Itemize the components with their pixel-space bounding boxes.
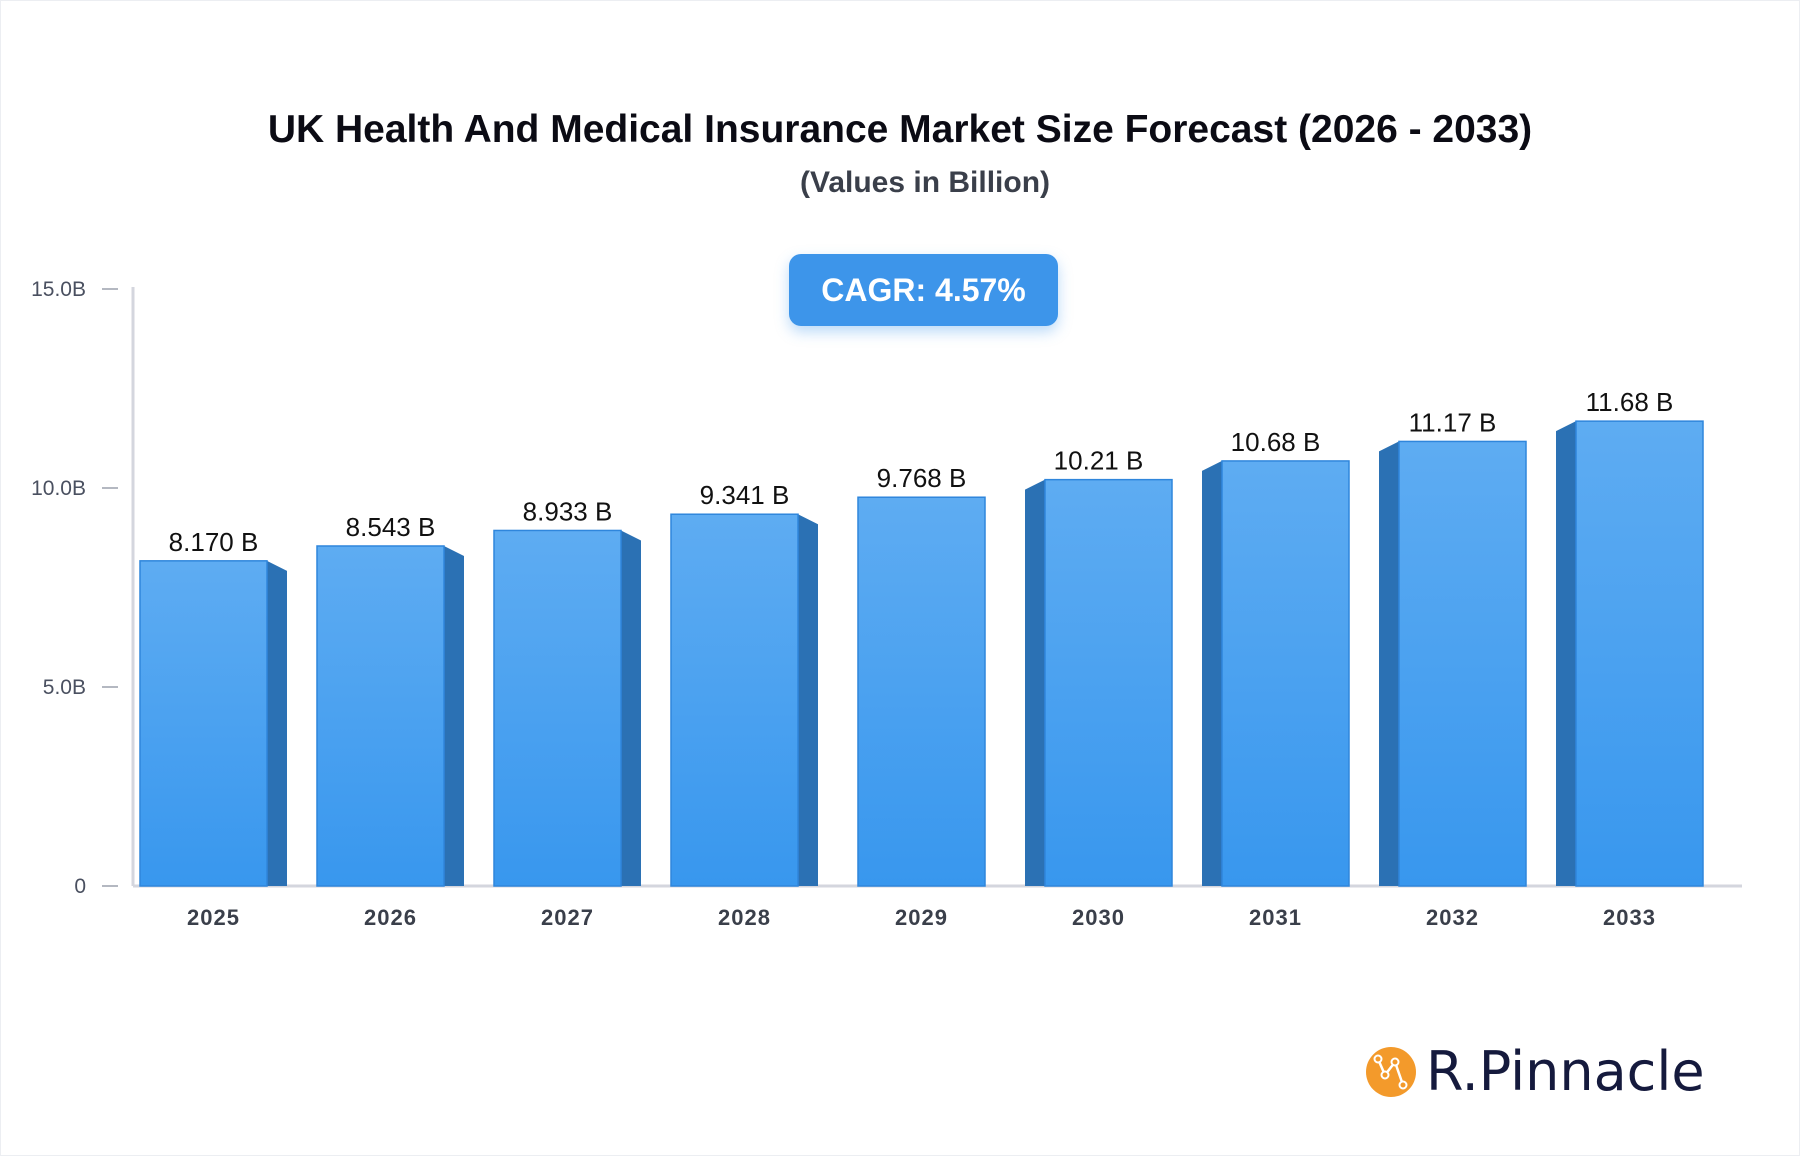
data-label: 8.170 B <box>169 527 259 557</box>
data-label: 11.68 B <box>1586 387 1674 417</box>
x-tick-label: 2027 <box>541 905 594 930</box>
x-tick-label: 2033 <box>1603 905 1656 930</box>
y-tick-label: 5.0B <box>43 676 86 699</box>
x-tick-label: 2030 <box>1072 905 1125 930</box>
bar <box>493 529 622 887</box>
bar <box>857 496 986 887</box>
y-tick-label: 15.0B <box>31 278 86 301</box>
data-label: 10.21 B <box>1054 446 1144 476</box>
data-label: 10.68 B <box>1231 427 1321 457</box>
cagr-badge: CAGR: 4.57% <box>789 254 1058 326</box>
bar-side <box>444 545 464 886</box>
bar-side <box>1025 479 1045 886</box>
bar-side <box>621 530 641 886</box>
bar-side <box>1556 421 1576 886</box>
bar-side <box>798 514 818 886</box>
data-label: 8.933 B <box>523 496 613 526</box>
bar <box>139 560 268 887</box>
data-label: 9.341 B <box>700 480 790 510</box>
chart-subtitle: (Values in Billion) <box>799 166 1051 199</box>
data-label: 8.543 B <box>346 512 436 542</box>
x-tick-label: 2029 <box>895 905 948 930</box>
x-tick-label: 2028 <box>718 905 771 930</box>
x-tick-label: 2032 <box>1426 905 1479 930</box>
logo-icon <box>1366 1046 1416 1097</box>
x-tick-label: 2026 <box>364 905 417 930</box>
bar <box>1044 478 1173 887</box>
bar-side <box>1202 460 1222 886</box>
brand-name: R.Pinnacle <box>1426 1040 1705 1103</box>
bar-side <box>1379 441 1399 886</box>
data-label: 11.17 B <box>1409 407 1497 437</box>
bar <box>670 513 799 887</box>
data-label: 9.768 B <box>877 463 967 493</box>
y-tick-label: 0 <box>74 875 86 898</box>
brand-logo: R.Pinnacle <box>1366 1040 1705 1103</box>
y-tick-label: 10.0B <box>31 477 86 500</box>
bar <box>1575 420 1704 887</box>
bar <box>316 545 445 887</box>
chart-title: UK Health And Medical Insurance Market S… <box>267 108 1533 151</box>
bar-side <box>267 560 287 886</box>
x-tick-label: 2025 <box>187 905 240 930</box>
bar <box>1221 460 1350 887</box>
x-tick-label: 2031 <box>1249 905 1302 930</box>
bar <box>1398 440 1527 887</box>
